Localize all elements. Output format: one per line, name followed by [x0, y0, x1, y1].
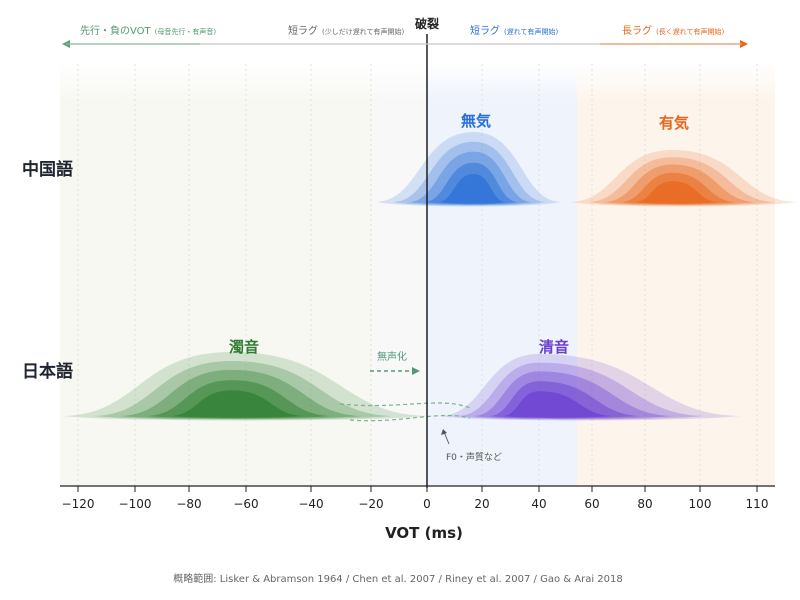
distribution-layer — [635, 181, 717, 204]
distribution-3 — [63, 352, 427, 421]
distribution-4 — [440, 354, 740, 421]
x-tick-label: 0 — [423, 497, 431, 511]
x-tick-label: 80 — [637, 497, 652, 511]
distributions — [63, 132, 796, 421]
f0-pointer-head — [441, 429, 447, 435]
distribution-1 — [376, 132, 561, 207]
distribution-layer — [171, 390, 303, 418]
source-note: 概略範囲: Lisker & Abramson 1964 / Chen et a… — [173, 572, 622, 585]
lang-label-japanese: 日本語 — [22, 361, 73, 382]
devoicing-arrow-head — [412, 367, 420, 375]
x-tick-label: −60 — [233, 497, 258, 511]
burst-label: 破裂 — [415, 16, 439, 31]
x-tick-label: 20 — [474, 497, 489, 511]
distribution-layer — [503, 391, 612, 418]
devoicing-label: 無声化 — [377, 350, 407, 363]
x-tick-label: 40 — [531, 497, 546, 511]
label-unaspirated: 無気 — [461, 112, 491, 130]
x-ticks: −120 −100 −80 −60 −40 −20 0 20 40 60 80 100 110 — [62, 486, 769, 511]
label-aspirated: 有気 — [659, 114, 689, 132]
band-arrow-right-head — [740, 40, 748, 48]
x-tick-label: −20 — [358, 497, 383, 511]
distribution-layer — [438, 174, 505, 204]
f0-note: F0・声質など — [446, 451, 502, 463]
x-tick-label: 100 — [689, 497, 712, 511]
band-short-bg — [427, 62, 577, 486]
x-tick-label: −120 — [62, 497, 95, 511]
label-voiceless: 清音 — [539, 338, 569, 356]
f0-pointer-line — [443, 431, 450, 445]
lang-label-chinese: 中国語 — [22, 159, 73, 180]
x-tick-label: 60 — [584, 497, 599, 511]
distribution-2 — [570, 150, 796, 207]
devoicing-connector-bottom — [349, 414, 471, 422]
x-tick-label: −40 — [298, 497, 323, 511]
band-label-long: 長ラグ (長く遅れて有声開始) — [622, 24, 725, 37]
band-label-short: 短ラグ (遅れて有声開始) — [470, 24, 559, 37]
x-tick-label: −100 — [119, 497, 152, 511]
band-short-neg-bg — [372, 62, 427, 486]
x-tick-label: −80 — [176, 497, 201, 511]
devoicing-connector-top — [339, 402, 471, 409]
x-axis-title: VOT (ms) — [385, 524, 463, 542]
band-label-negative: 先行・負のVOT (母音先行・有声音) — [80, 24, 216, 37]
band-negative-bg — [60, 62, 372, 486]
band-label-short-slight: 短ラグ (少しだけ遅れて有声開始) — [288, 24, 405, 37]
top-fade — [60, 62, 775, 102]
grid-lines — [77, 64, 758, 486]
label-voiced: 濁音 — [229, 338, 259, 356]
x-tick-label: 110 — [746, 497, 769, 511]
